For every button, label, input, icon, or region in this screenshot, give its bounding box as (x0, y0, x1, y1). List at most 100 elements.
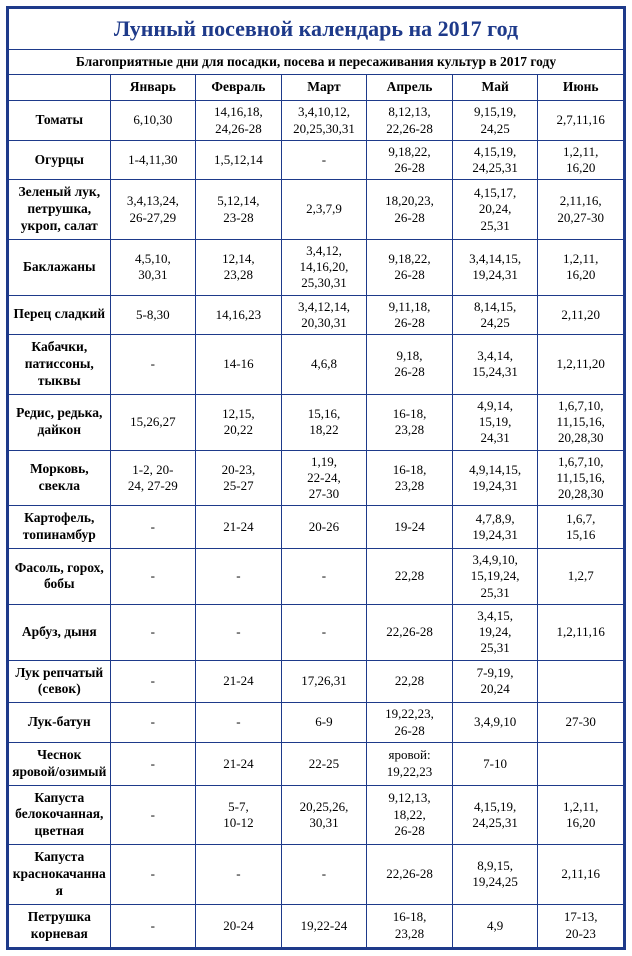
table-row: Перец сладкий5-8,3014,16,233,4,12,14,20,… (9, 295, 624, 335)
date-cell: 3,4,12,14,20,30,31 (281, 295, 367, 335)
date-cell: 17,26,31 (281, 660, 367, 703)
table-body: Томаты6,10,3014,16,18,24,26-283,4,10,12,… (9, 101, 624, 947)
date-cell: 5-8,30 (110, 295, 196, 335)
table-row: Капустабелокочанная,цветная-5-7,10-1220,… (9, 785, 624, 845)
date-cell: 1,2,11,16 (538, 604, 624, 660)
date-cell: 9,18,22,26-28 (367, 140, 453, 180)
date-cell: - (110, 845, 196, 905)
date-cell: - (281, 604, 367, 660)
date-cell: 22-25 (281, 742, 367, 785)
table-row: Лук-батун--6-919,22,23,26-283,4,9,1027-3… (9, 703, 624, 743)
date-cell: 22,26-28 (367, 845, 453, 905)
table-row: Картофель,топинамбур-21-2420-2619-244,7,… (9, 506, 624, 549)
table-row: Арбуз, дыня---22,26-283,4,15,19,24,25,31… (9, 604, 624, 660)
date-cell: 2,11,16 (538, 845, 624, 905)
date-cell: 4,6,8 (281, 335, 367, 395)
date-cell: 2,11,20 (538, 295, 624, 335)
crop-name: Чеснокяровой/озимый (9, 742, 111, 785)
date-cell: 19-24 (367, 506, 453, 549)
crop-name: Арбуз, дыня (9, 604, 111, 660)
date-cell: - (110, 660, 196, 703)
date-cell: - (196, 703, 282, 743)
date-cell: 1,2,11,20 (538, 335, 624, 395)
date-cell: 14,16,23 (196, 295, 282, 335)
date-cell: 8,12,13,22,26-28 (367, 101, 453, 141)
date-cell: 1,2,7 (538, 549, 624, 605)
date-cell: 8,14,15,24,25 (452, 295, 538, 335)
date-cell: 2,7,11,16 (538, 101, 624, 141)
table-row: Чеснокяровой/озимый-21-2422-25яровой:19,… (9, 742, 624, 785)
date-cell: 1,2,11,16,20 (538, 140, 624, 180)
date-cell: 27-30 (538, 703, 624, 743)
date-cell: 15,26,27 (110, 394, 196, 450)
crop-name: Фасоль, горох,бобы (9, 549, 111, 605)
date-cell: 7-9,19,20,24 (452, 660, 538, 703)
crop-name: Лук репчатый(севок) (9, 660, 111, 703)
date-cell: 1,5,12,14 (196, 140, 282, 180)
date-cell: 21-24 (196, 660, 282, 703)
date-cell: 14-16 (196, 335, 282, 395)
date-cell: - (281, 549, 367, 605)
table-title: Лунный посевной календарь на 2017 год (9, 9, 624, 50)
crop-name: Томаты (9, 101, 111, 141)
date-cell: 7-10 (452, 742, 538, 785)
table-row: Томаты6,10,3014,16,18,24,26-283,4,10,12,… (9, 101, 624, 141)
date-cell: 20-26 (281, 506, 367, 549)
date-cell: 15,16,18,22 (281, 394, 367, 450)
date-cell: 21-24 (196, 506, 282, 549)
date-cell: - (281, 845, 367, 905)
date-cell: 12,15,20,22 (196, 394, 282, 450)
date-cell: 1-4,11,30 (110, 140, 196, 180)
date-cell: 2,3,7,9 (281, 180, 367, 240)
table-row: Огурцы1-4,11,301,5,12,14-9,18,22,26-284,… (9, 140, 624, 180)
table-row: Баклажаны4,5,10,30,3112,14,23,283,4,12,1… (9, 239, 624, 295)
date-cell: 4,9,14,15,19,24,31 (452, 450, 538, 506)
date-cell: 22,28 (367, 660, 453, 703)
date-cell: - (110, 742, 196, 785)
table-row: Морковь,свекла1-2, 20-24, 27-2920-23,25-… (9, 450, 624, 506)
date-cell: 1-2, 20-24, 27-29 (110, 450, 196, 506)
crop-name: Перец сладкий (9, 295, 111, 335)
date-cell (538, 742, 624, 785)
date-cell: - (110, 335, 196, 395)
date-cell: 9,11,18,26-28 (367, 295, 453, 335)
date-cell: 18,20,23,26-28 (367, 180, 453, 240)
date-cell: 1,2,11,16,20 (538, 785, 624, 845)
date-cell: - (110, 549, 196, 605)
date-cell: 12,14,23,28 (196, 239, 282, 295)
date-cell: 21-24 (196, 742, 282, 785)
date-cell: 1,6,7,15,16 (538, 506, 624, 549)
month-apr: Апрель (367, 75, 453, 101)
date-cell: 9,15,19,24,25 (452, 101, 538, 141)
crop-name: Зеленый лук,петрушка,укроп, салат (9, 180, 111, 240)
date-cell: 1,19,22-24,27-30 (281, 450, 367, 506)
table-row: Капустакраснокачанная---22,26-288,9,15,1… (9, 845, 624, 905)
date-cell: - (281, 140, 367, 180)
date-cell: 9,12,13,18,22,26-28 (367, 785, 453, 845)
date-cell: 9,18,26-28 (367, 335, 453, 395)
date-cell: - (196, 845, 282, 905)
date-cell: 3,4,10,12,20,25,30,31 (281, 101, 367, 141)
date-cell: яровой:19,22,23 (367, 742, 453, 785)
date-cell: 20,25,26,30,31 (281, 785, 367, 845)
date-cell (538, 660, 624, 703)
date-cell: 6-9 (281, 703, 367, 743)
date-cell: - (110, 785, 196, 845)
date-cell: 3,4,14,15,24,31 (452, 335, 538, 395)
date-cell: - (110, 703, 196, 743)
date-cell: - (196, 604, 282, 660)
date-cell: 3,4,9,10,15,19,24,25,31 (452, 549, 538, 605)
crop-name: Картофель,топинамбур (9, 506, 111, 549)
date-cell: 1,6,7,10,11,15,16,20,28,30 (538, 394, 624, 450)
month-mar: Март (281, 75, 367, 101)
date-cell: 3,4,13,24,26-27,29 (110, 180, 196, 240)
crop-name: Морковь,свекла (9, 450, 111, 506)
crop-name: Редис, редька,дайкон (9, 394, 111, 450)
date-cell: 20-23,25-27 (196, 450, 282, 506)
date-cell: 8,9,15,19,24,25 (452, 845, 538, 905)
date-cell: 6,10,30 (110, 101, 196, 141)
table-row: Лук репчатый(севок)-21-2417,26,3122,287-… (9, 660, 624, 703)
date-cell: 3,4,9,10 (452, 703, 538, 743)
date-cell: 1,2,11,16,20 (538, 239, 624, 295)
month-may: Май (452, 75, 538, 101)
